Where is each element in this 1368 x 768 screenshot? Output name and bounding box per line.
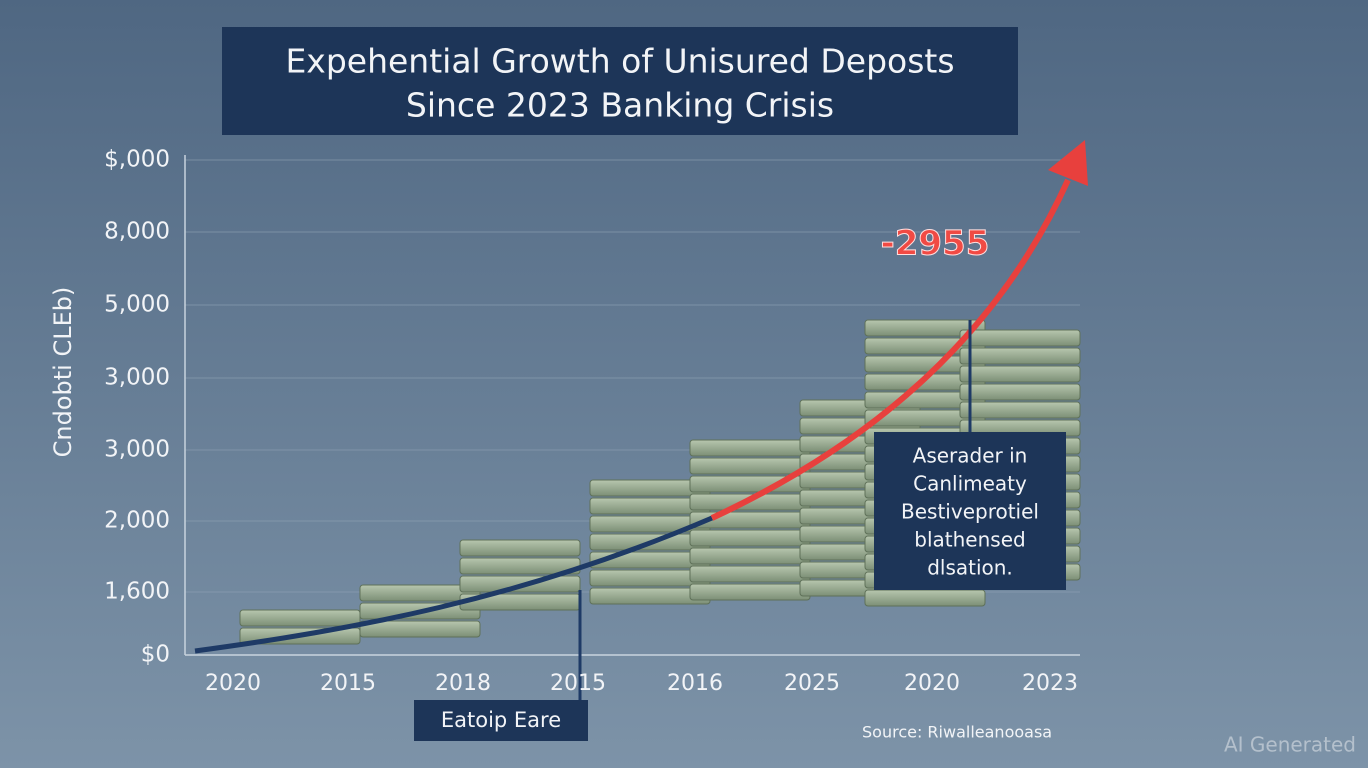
cash-bundle: [689, 439, 811, 457]
x-tick-label: 2015: [320, 671, 376, 696]
cash-bundle: [864, 589, 986, 607]
y-axis-title: Cndobti CLEb): [49, 287, 77, 458]
x-tick-label: 2020: [904, 671, 960, 696]
cash-bundle: [689, 565, 811, 583]
cash-bundle: [959, 329, 1081, 347]
y-tick-label: 1,600: [104, 579, 170, 605]
title-line: Since 2023 Banking Crisis: [406, 86, 834, 125]
growth-curve: [194, 515, 713, 654]
cash-bundle: [959, 401, 1081, 419]
y-tick-label: 8,000: [104, 219, 170, 245]
cash-bundle: [959, 347, 1081, 365]
change-label: -2955: [881, 224, 990, 264]
title-box: [222, 27, 1018, 135]
callout-line: Aserader in: [913, 444, 1028, 468]
y-tick-label: 5,000: [104, 292, 170, 318]
callout-line: Canlimeaty: [913, 472, 1027, 496]
callout-box: [874, 432, 1066, 590]
y-tick-label: $,000: [104, 147, 170, 173]
title-line: Expehential Growth of Unisured Deposts: [285, 42, 954, 81]
y-tick-label: 3,000: [104, 437, 170, 463]
arrow-head: [1048, 140, 1088, 186]
callout-line: Bestiveprotiel: [901, 500, 1039, 524]
marker-label: Eatoip Eare: [441, 708, 561, 732]
x-tick-label: 2015: [550, 671, 606, 696]
cash-bundle: [689, 547, 811, 565]
cash-bundle: [459, 539, 581, 557]
callout-text: Aserader in Canlimeaty Bestiveprotiel blath…: [901, 444, 1039, 580]
cash-bundle: [959, 383, 1081, 401]
cash-bundle: [689, 529, 811, 547]
cash-bundle: [864, 319, 986, 337]
cash-bundle: [689, 457, 811, 475]
cash-bundle: [359, 620, 481, 638]
callout-line: blathensed: [914, 528, 1025, 552]
source: Source: Riwalleanooasa: [862, 723, 1052, 742]
cash-bundle: [959, 365, 1081, 383]
x-tick-label: 2016: [667, 671, 723, 696]
y-tick-label: 2,000: [104, 508, 170, 534]
x-tick-label: 2020: [205, 671, 261, 696]
x-tick-label: 2018: [435, 671, 491, 696]
growth-curve-red: [710, 178, 1071, 521]
callout-line: dlsation.: [927, 556, 1013, 580]
x-tick-label: 2025: [784, 671, 840, 696]
cash-bundle: [239, 609, 361, 627]
y-tick-label: $0: [141, 642, 170, 668]
cash-bundle: [689, 583, 811, 601]
x-tick-label: 2023: [1022, 671, 1078, 696]
marker-box: [414, 700, 588, 741]
cash-bundle: [359, 584, 481, 602]
watermark: AI Generated: [1224, 733, 1356, 757]
y-tick-label: 3,000: [104, 365, 170, 391]
